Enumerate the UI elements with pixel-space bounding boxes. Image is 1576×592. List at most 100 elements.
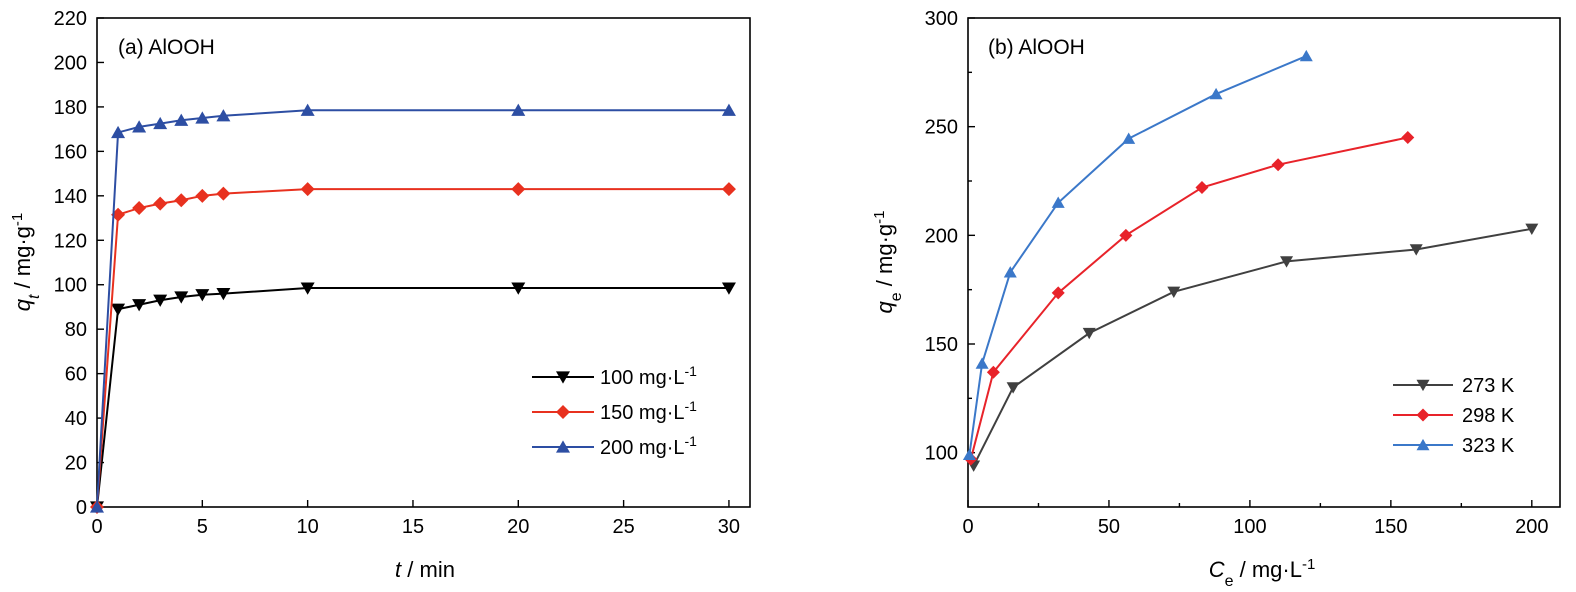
series-150-mg-l — [90, 182, 736, 514]
data-point — [1167, 286, 1181, 299]
plot-frame — [967, 17, 1561, 508]
legend-label: 273 K — [1462, 375, 1515, 397]
chart-panel-b: 0 50 100 150 200 100 150 200 250 300 (b) AlOOH Ce /… — [871, 8, 1561, 590]
data-point — [174, 113, 189, 126]
data-point — [1122, 132, 1136, 144]
data-point — [511, 182, 526, 197]
data-point — [111, 125, 126, 139]
legend-marker — [1416, 408, 1430, 422]
series-298-k — [964, 131, 1415, 466]
series-273-k — [967, 223, 1539, 472]
x-axis-label: t / min — [395, 557, 455, 582]
legend-marker — [1416, 379, 1430, 392]
y-tick-label: 200 — [54, 52, 87, 74]
data-point — [986, 365, 1000, 379]
y-tick-label: 40 — [65, 408, 87, 430]
x-tick-label: 15 — [402, 516, 424, 538]
legend-entry: 273 K — [1393, 375, 1515, 397]
data-point — [1051, 286, 1065, 300]
data-point — [1195, 181, 1209, 195]
y-axis-label: qt / mg·g-1 — [9, 213, 43, 312]
legend-label: 150 mg·L-1 — [600, 398, 697, 424]
x-tick-label: 150 — [1374, 516, 1407, 538]
data-point — [1209, 87, 1223, 100]
x-tick-label: 25 — [612, 516, 634, 538]
y-tick-label: 160 — [54, 141, 87, 163]
y-tick-label: 100 — [54, 275, 87, 297]
x-tick-label: 0 — [962, 516, 973, 538]
legend-entry: 323 K — [1393, 435, 1515, 457]
data-point — [1409, 244, 1423, 256]
data-point — [90, 500, 104, 513]
y-tick-label: 140 — [54, 186, 87, 208]
y-tick-label: 20 — [65, 453, 87, 475]
legend-label: 298 K — [1462, 405, 1515, 427]
legend-marker — [556, 371, 570, 384]
data-point — [1280, 256, 1294, 268]
y-axis-label: qe / mg·g-1 — [871, 211, 905, 314]
data-point — [511, 103, 526, 116]
data-point — [300, 182, 315, 197]
y-tick-label: 180 — [54, 97, 87, 119]
data-point — [195, 111, 210, 124]
series-200-mg-l — [90, 103, 736, 513]
series-line — [968, 55, 1307, 455]
legend-entry: 200 mg·L-1 — [532, 433, 697, 459]
data-point — [153, 294, 168, 307]
plot-frame — [96, 17, 751, 508]
y-tick-label: 220 — [54, 8, 87, 30]
data-point — [1006, 382, 1020, 394]
data-point — [153, 116, 168, 130]
series-line — [969, 136, 1408, 460]
x-tick-label: 30 — [718, 516, 740, 538]
legend-label: 323 K — [1462, 435, 1515, 457]
data-point — [300, 103, 315, 116]
legend-marker — [556, 440, 570, 453]
x-tick-label: 5 — [197, 516, 208, 538]
x-tick-label: 20 — [507, 516, 529, 538]
series-100-mg-l — [90, 282, 736, 514]
y-tick-label: 200 — [925, 225, 958, 247]
x-tick-label: 100 — [1233, 516, 1266, 538]
data-point — [1525, 223, 1539, 235]
data-point — [216, 186, 231, 201]
data-point — [721, 103, 736, 116]
data-point — [216, 288, 231, 301]
legend-entry: 100 mg·L-1 — [532, 363, 697, 389]
data-point — [174, 291, 189, 304]
data-point — [1051, 196, 1065, 208]
data-point — [1119, 228, 1133, 242]
chart-panel-a: 0 5 10 15 20 25 30 0 20 40 60 80 100 120 140 160 180 200 2… — [9, 8, 751, 582]
legend-entry: 298 K — [1393, 405, 1515, 427]
legend-entry: 150 mg·L-1 — [532, 398, 697, 424]
x-tick-label: 0 — [91, 516, 102, 538]
data-point — [1082, 327, 1096, 340]
series-line — [96, 188, 729, 508]
x-tick-label: 200 — [1515, 516, 1548, 538]
data-point — [195, 188, 210, 203]
data-point — [962, 448, 976, 461]
legend-label: 100 mg·L-1 — [600, 363, 697, 389]
data-point — [300, 282, 315, 295]
data-point — [1299, 49, 1313, 62]
y-tick-label: 250 — [925, 117, 958, 139]
series-323-k — [962, 49, 1313, 461]
y-tick-label: 150 — [925, 334, 958, 356]
data-point — [1271, 158, 1285, 172]
data-point — [132, 120, 147, 133]
y-tick-label: 100 — [925, 443, 958, 465]
x-tick-label: 10 — [297, 516, 319, 538]
y-tick-label: 60 — [65, 364, 87, 386]
panel-title: (a) AlOOH — [118, 36, 215, 59]
data-point — [1003, 266, 1017, 278]
data-point — [174, 193, 189, 208]
series-line — [96, 287, 729, 508]
data-point — [195, 289, 210, 302]
legend-label: 200 mg·L-1 — [600, 433, 697, 459]
legend-marker — [1416, 438, 1430, 451]
y-tick-label: 300 — [925, 8, 958, 30]
series-line — [972, 227, 1532, 467]
panel-title: (b) AlOOH — [988, 36, 1085, 59]
data-point — [975, 357, 989, 369]
